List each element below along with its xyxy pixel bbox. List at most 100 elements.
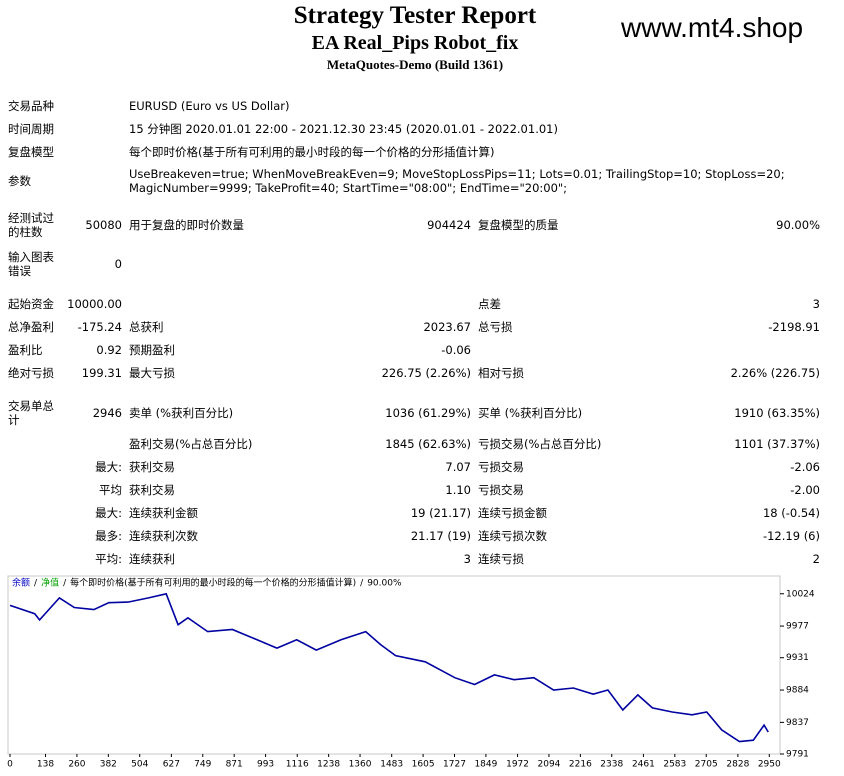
stat-value: 0.92 [96,343,122,357]
legend-entry: 余额 [12,577,30,589]
stat-value: 1101 (37.37%) [734,437,820,451]
stat-label: 绝对亏损 [8,366,54,380]
stat-value: -2.00 [790,483,820,497]
stat-label: 输入图表错误 [8,250,54,278]
info-label: 参数 [8,174,31,188]
x-tick-label: 1116 [286,760,309,770]
stat-label: 经测试过的柱数 [8,211,54,239]
info-value: 每个即时价格(基于所有可利用的最小时段的每一个价格的分形插值计算) [129,145,495,159]
x-tick-label: 2705 [695,760,718,770]
stat-value: 平均 [99,483,122,497]
stat-value: -2.06 [790,460,820,474]
x-tick-label: 993 [257,760,274,770]
y-tick-label: 10024 [786,589,815,599]
stat-label: 相对亏损 [478,366,524,380]
x-tick-label: 627 [163,760,180,770]
stat-label: 连续亏损金额 [478,506,547,520]
x-tick-label: 1972 [506,760,529,770]
stat-value: 226.75 (2.26%) [381,366,471,380]
stat-value: 21.17 (19) [410,529,471,543]
stat-value: -12.19 (6) [762,529,820,543]
stat-value: 90.00% [776,218,820,232]
info-value: EURUSD (Euro vs US Dollar) [129,99,290,113]
server-build: MetaQuotes-Demo (Build 1361) [326,57,504,72]
info-label: 复盘模型 [8,145,54,159]
info-value: MagicNumber=9999; TakeProfit=40; StartTi… [129,181,568,195]
x-tick-label: 2828 [726,760,749,770]
stat-value: 最大: [95,460,122,474]
stat-value: 2023.67 [423,320,471,334]
y-tick-label: 9931 [786,653,809,663]
x-tick-label: 2583 [663,760,686,770]
balance-chart: 余额 / 净值 / 每个即时价格(基于所有可利用的最小时段的每一个价格的分形插值计算) /… [7,575,815,770]
x-tick-label: 871 [226,760,243,770]
stat-value: 0 [114,257,122,271]
stat-value: 2 [812,552,820,566]
expert-name: EA Real_Pips Robot_fix [311,32,519,54]
info-label: 交易品种 [8,99,54,113]
x-tick-label: 504 [131,760,148,770]
legend-separator: / [34,579,38,589]
legend-separator: / [360,579,364,589]
stat-label: 买单 (%获利百分比) [478,406,583,420]
x-tick-label: 2094 [538,760,561,770]
legend-separator: / [63,579,67,589]
x-tick-label: 2216 [569,760,592,770]
stat-value: 1.10 [445,483,471,497]
legend-entry: 净值 [41,577,59,589]
x-tick-label: 138 [37,760,54,770]
stat-label: 起始资金 [8,297,54,311]
stat-label: 连续获利金额 [129,506,198,520]
stat-label: 卖单 (%获利百分比) [129,406,234,420]
stat-value: -2198.91 [768,320,820,334]
stat-label: 连续亏损次数 [478,529,547,543]
stat-value: 2946 [92,406,122,420]
stat-label: 总净盈利 [8,320,54,334]
stat-value: 最多: [95,529,122,543]
y-tick-label: 9977 [786,622,809,632]
stat-value: 18 (-0.54) [762,506,820,520]
stat-label: 总获利 [129,320,164,334]
stat-label: 盈利比 [8,343,43,357]
x-tick-label: 2461 [632,760,655,770]
stat-label: 盈利交易(%占总百分比) [129,437,253,451]
stat-label: 亏损交易(%占总百分比) [478,437,602,451]
stat-label: 获利交易 [129,460,175,474]
stat-label: 亏损交易 [478,460,524,474]
stat-label: 连续获利次数 [129,529,198,543]
x-tick-label: 2338 [600,760,623,770]
stat-value: 904424 [427,218,471,232]
x-tick-label: 2950 [758,760,781,770]
stat-value: 1910 (63.35%) [734,406,820,420]
stat-label: 用于复盘的即时价数量 [129,218,244,232]
stat-label: 连续获利 [129,552,175,566]
stat-value: 1845 (62.63%) [385,437,471,451]
stat-label: 预期盈利 [129,343,175,357]
y-tick-label: 9884 [786,686,809,696]
chart-frame [7,575,781,755]
stat-label: 点差 [478,297,501,311]
x-tick-label: 1849 [474,760,497,770]
info-value: UseBreakeven=true; WhenMoveBreakEven=9; … [129,167,785,181]
x-tick-label: 0 [7,760,13,770]
info-value: 15 分钟图 2020.01.01 22:00 - 2021.12.30 23:… [129,122,558,136]
x-tick-label: 382 [100,760,117,770]
legend-model: 每个即时价格(基于所有可利用的最小时段的每一个价格的分形插值计算) [70,577,356,589]
x-tick-label: 1238 [317,760,340,770]
stat-value: 平均: [95,552,122,566]
stat-value: -175.24 [77,320,122,334]
x-tick-label: 260 [68,760,85,770]
report-title: Strategy Tester Report [293,2,537,29]
stat-label: 复盘模型的质量 [478,218,559,232]
stat-value: 1036 (61.29%) [385,406,471,420]
x-tick-label: 749 [194,760,211,770]
legend-quality: 90.00% [367,579,402,589]
stat-value: 50080 [85,218,122,232]
x-tick-label: 1727 [443,760,466,770]
stat-label: 交易单总计 [8,399,54,427]
x-tick-label: 1605 [412,760,435,770]
stat-label: 获利交易 [129,483,175,497]
stat-value: 199.31 [81,366,122,380]
stat-value: 最大: [95,506,122,520]
stat-label: 亏损交易 [478,483,524,497]
